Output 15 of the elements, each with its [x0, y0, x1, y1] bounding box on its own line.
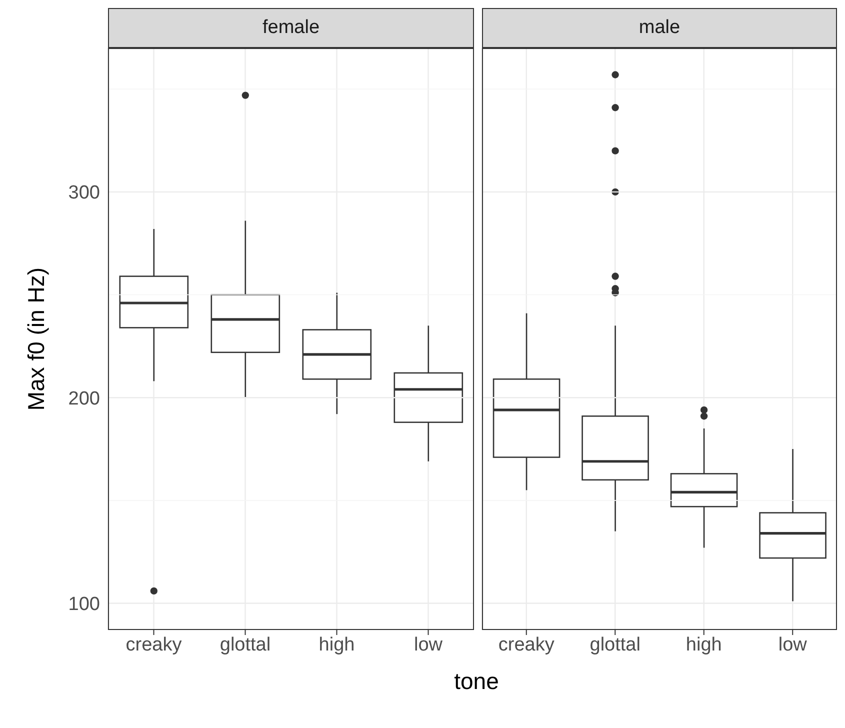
x-tick-label: glottal — [220, 634, 271, 656]
x-tick-label: creaky — [498, 634, 555, 656]
y-tick-label: 200 — [68, 388, 100, 410]
x-tick-label: high — [318, 634, 355, 656]
chart-title: female — [262, 17, 320, 39]
y-axis-title: Max f0 (in Hz) — [23, 267, 50, 411]
x-tick-label: creaky — [126, 634, 182, 656]
y-tick-label: 100 — [68, 594, 100, 616]
x-tick-label: glottal — [590, 634, 640, 656]
x-axis-title: tone — [453, 668, 500, 695]
x-tick-label: low — [414, 634, 443, 656]
x-tick-label: high — [686, 634, 722, 656]
chart-title: male — [638, 17, 680, 39]
y-tick-label: 300 — [68, 182, 100, 204]
x-tick-label: low — [778, 634, 808, 656]
